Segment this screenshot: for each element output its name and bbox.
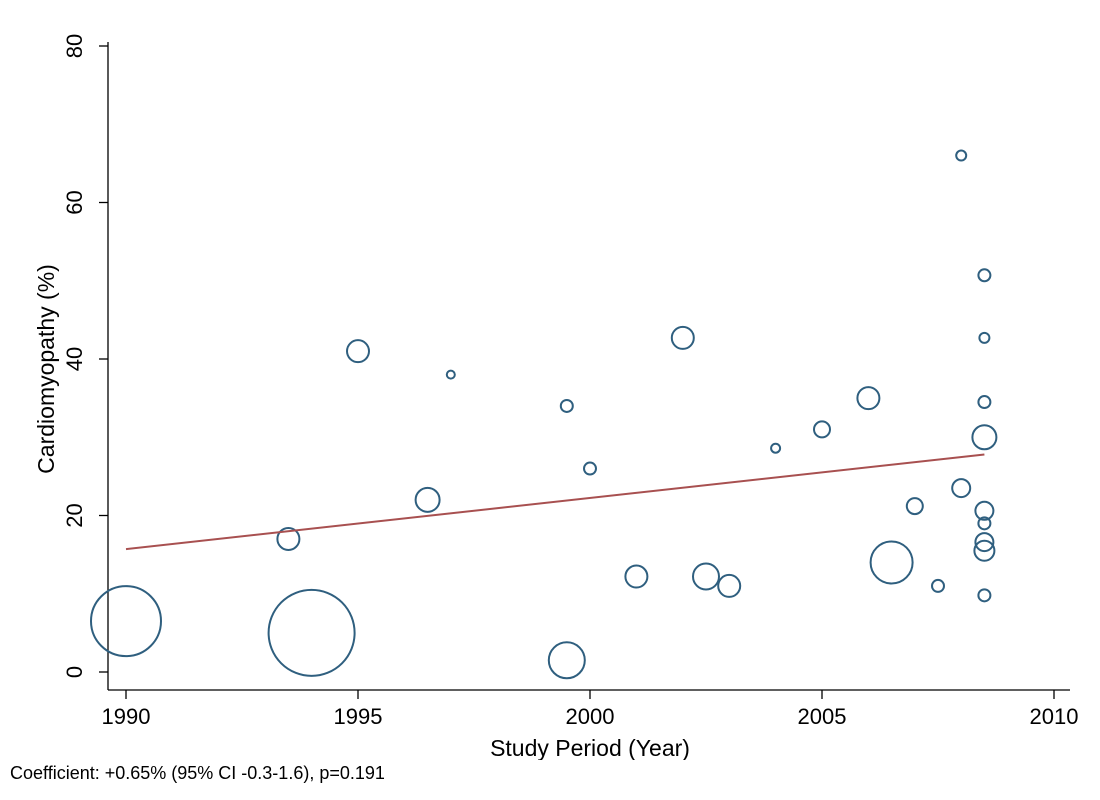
data-point-19: [955, 149, 968, 162]
data-point-17: [905, 497, 924, 516]
x-tick-label-1: 1995: [334, 704, 383, 729]
data-point-13: [770, 442, 782, 454]
data-point-5: [445, 369, 456, 380]
data-point-24: [971, 424, 998, 451]
data-point-23: [977, 395, 992, 410]
data-point-15: [856, 386, 881, 411]
data-point-29: [977, 588, 992, 603]
y-axis-title: Cardiomyopathy (%): [33, 264, 59, 474]
x-tick-label-0: 1990: [102, 704, 151, 729]
coefficient-footnote: Coefficient: +0.65% (95% CI -0.3-1.6), p…: [10, 763, 385, 783]
y-tick-label-0: 0: [62, 666, 87, 678]
data-point-0: [90, 585, 162, 658]
data-point-8: [583, 461, 597, 476]
x-tick-label-4: 2010: [1030, 704, 1079, 729]
data-point-9: [624, 564, 649, 589]
data-point-2: [267, 588, 356, 677]
y-tick-label-3: 60: [62, 190, 87, 214]
data-point-1: [276, 526, 301, 551]
data-point-12: [717, 573, 742, 598]
data-point-28: [973, 539, 996, 562]
scatter-chart: 1990 1995 2000 2005 2010 0 20 40 60 80 Study Perio…: [33, 34, 1079, 760]
y-tick-label-1: 20: [62, 503, 87, 527]
regression-line: [125, 453, 985, 551]
data-point-16: [869, 540, 914, 585]
data-point-22: [978, 331, 991, 344]
y-tick-label-4: 80: [62, 34, 87, 58]
data-point-26: [977, 516, 992, 531]
x-tick-label-2: 2000: [566, 704, 615, 729]
data-point-7: [547, 641, 586, 680]
data-point-4: [414, 486, 441, 513]
data-point-21: [977, 268, 992, 283]
data-point-10: [670, 325, 695, 350]
data-point-14: [813, 420, 831, 439]
x-tick-label-3: 2005: [798, 704, 847, 729]
y-tick-label-2: 40: [62, 347, 87, 371]
data-point-18: [931, 578, 945, 593]
data-point-6: [559, 398, 574, 413]
data-point-3: [346, 339, 370, 364]
data-point-20: [951, 478, 972, 499]
x-axis-title: Study Period (Year): [490, 735, 690, 760]
data-point-27: [974, 532, 995, 553]
data-point-11: [692, 562, 720, 591]
data-point-25: [974, 500, 995, 521]
